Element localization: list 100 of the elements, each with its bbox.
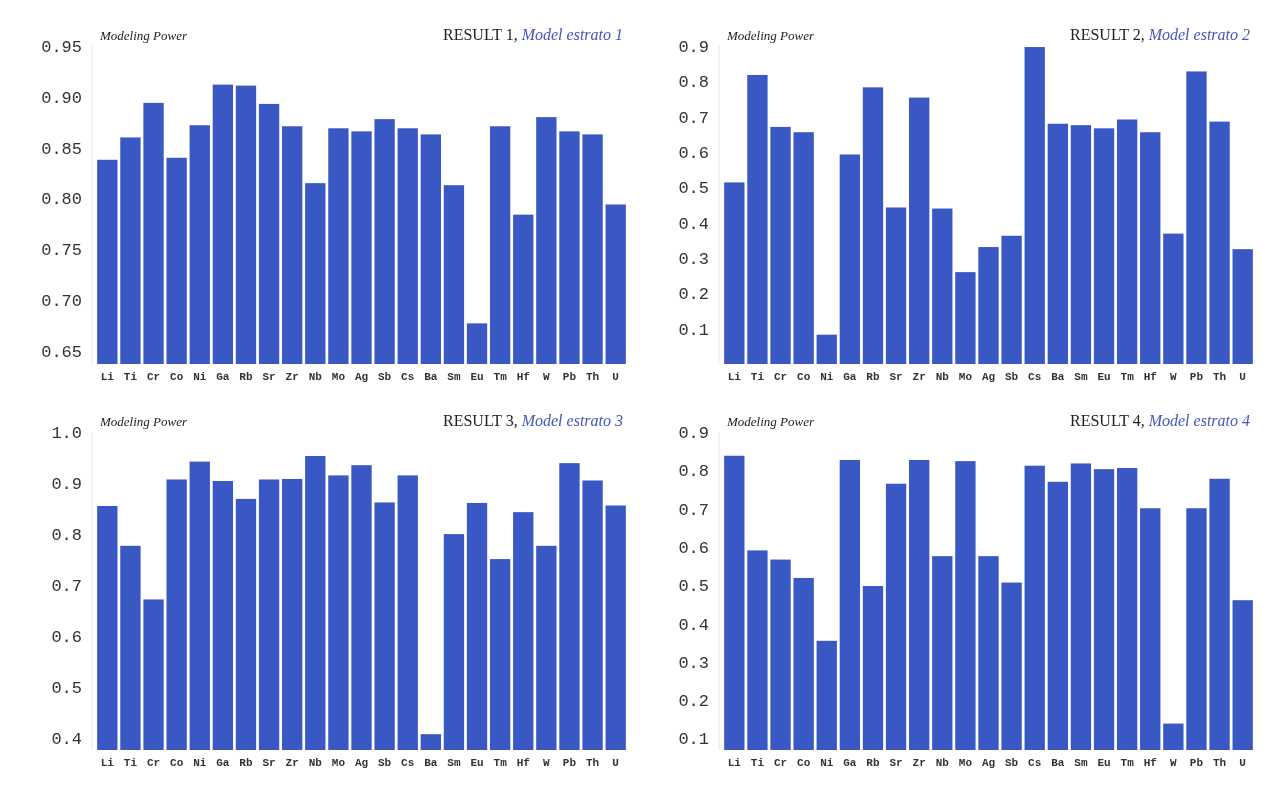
x-tick-label: Co (170, 757, 184, 769)
chart-subtitle: Model estrato 4 (1147, 412, 1250, 429)
bar (909, 97, 930, 364)
bar (955, 272, 976, 364)
x-tick-label: Cs (1028, 757, 1042, 769)
y-tick-label: 0.75 (41, 241, 82, 261)
x-tick-label: Ti (750, 757, 765, 769)
x-tick-label: Sr (889, 371, 903, 383)
x-tick-label: Ag (354, 757, 369, 769)
y-tick-label: 0.85 (41, 139, 82, 159)
y-axis-title: Modeling Power (99, 28, 188, 43)
x-tick-label: Sr (262, 371, 276, 383)
chart-subtitle: Model estrato 1 (520, 26, 623, 43)
x-tick-label: Zr (912, 757, 926, 769)
x-tick-label: Th (1212, 371, 1227, 383)
x-tick-label: Zr (285, 757, 299, 769)
x-tick-label: W (543, 371, 551, 383)
x-tick-label: Sb (378, 757, 392, 769)
bar (1186, 71, 1207, 364)
y-tick-label: 0.90 (41, 88, 82, 108)
x-tick-label: Nb (935, 757, 950, 769)
x-tick-label: Ga (216, 371, 230, 383)
y-tick-label: 0.6 (678, 143, 709, 163)
y-tick-label: 0.4 (678, 214, 709, 234)
x-tick-label: U (1239, 757, 1246, 769)
y-tick-label: 0.3 (678, 249, 709, 269)
x-tick-label: Ag (981, 371, 996, 383)
y-tick-label: 0.70 (41, 291, 82, 311)
bar (932, 208, 953, 364)
x-tick-label: Sr (262, 757, 276, 769)
x-tick-label: Nb (308, 371, 323, 383)
x-tick-label: Ba (424, 757, 438, 769)
x-tick-label: Ag (354, 371, 369, 383)
x-tick-label: Sb (1005, 371, 1019, 383)
y-tick-label: 0.7 (51, 577, 82, 597)
y-tick-label: 0.65 (41, 342, 82, 362)
bar (1116, 119, 1138, 364)
x-tick-label: W (1170, 371, 1178, 383)
x-tick-label: U (612, 757, 619, 769)
x-tick-label: Cr (773, 371, 788, 383)
y-tick-label: 0.7 (678, 500, 709, 520)
y-tick-label: 0.5 (678, 577, 709, 597)
x-tick-label: Tm (493, 371, 508, 383)
x-tick-label: Sb (1005, 757, 1019, 769)
x-tick-label: Eu (470, 757, 484, 769)
x-tick-label: Rb (239, 371, 253, 383)
x-tick-label: Ni (820, 757, 834, 769)
y-tick-label: 0.8 (51, 526, 82, 546)
x-tick-label: Mo (331, 371, 346, 383)
x-tick-label: Ni (193, 371, 207, 383)
bar (839, 154, 861, 364)
x-tick-label: W (543, 757, 551, 769)
bar (1024, 47, 1045, 364)
x-tick-label: U (1239, 371, 1246, 383)
x-tick-label: Nb (308, 757, 323, 769)
x-tick-label: Ni (193, 757, 207, 769)
bar (1232, 249, 1253, 364)
bar (1163, 233, 1184, 364)
x-tick-label: Th (585, 757, 600, 769)
x-tick-label: Li (100, 371, 115, 383)
y-tick-label: 0.9 (51, 474, 82, 494)
x-tick-label: Tm (1120, 371, 1135, 383)
y-tick-label: 0.5 (678, 179, 709, 199)
bar (724, 182, 745, 364)
x-tick-label: Tm (1120, 757, 1135, 769)
x-tick-label: Th (585, 371, 600, 383)
x-tick-label: Mo (958, 757, 973, 769)
chart-title: RESULT 2, (1069, 26, 1145, 43)
y-tick-label: 0.8 (678, 462, 709, 482)
y-tick-label: 0.7 (678, 108, 709, 128)
x-tick-label: Rb (866, 371, 880, 383)
x-tick-label: Hf (1143, 757, 1158, 769)
bar (793, 132, 814, 364)
y-tick-label: 0.8 (678, 73, 709, 93)
bar (1070, 125, 1092, 364)
x-tick-label: Rb (866, 757, 880, 769)
x-tick-label: Li (100, 757, 115, 769)
x-tick-label: Hf (516, 757, 531, 769)
x-tick-label: Nb (935, 371, 950, 383)
x-tick-label: Pb (562, 371, 577, 383)
x-tick-label: Hf (1143, 371, 1158, 383)
y-tick-label: 0.2 (678, 285, 709, 305)
x-tick-label: Hf (516, 371, 531, 383)
y-tick-label: 0.1 (678, 320, 709, 340)
x-tick-label: Pb (1189, 371, 1204, 383)
x-tick-label: Ba (1051, 371, 1065, 383)
bar (1209, 121, 1230, 364)
bar (1047, 123, 1068, 364)
x-tick-label: Mo (331, 757, 346, 769)
x-tick-label: Eu (470, 371, 484, 383)
x-tick-label: Cs (401, 371, 415, 383)
bar (978, 247, 999, 364)
x-tick-label: Sm (447, 371, 461, 383)
y-tick-label: 0.5 (51, 679, 82, 699)
x-tick-label: Co (797, 371, 811, 383)
y-axis-title: Modeling Power (99, 414, 188, 429)
x-tick-label: Th (1212, 757, 1227, 769)
y-tick-label: 0.9 (678, 423, 709, 443)
y-tick-label: 0.9 (678, 37, 709, 57)
bar (862, 87, 884, 364)
